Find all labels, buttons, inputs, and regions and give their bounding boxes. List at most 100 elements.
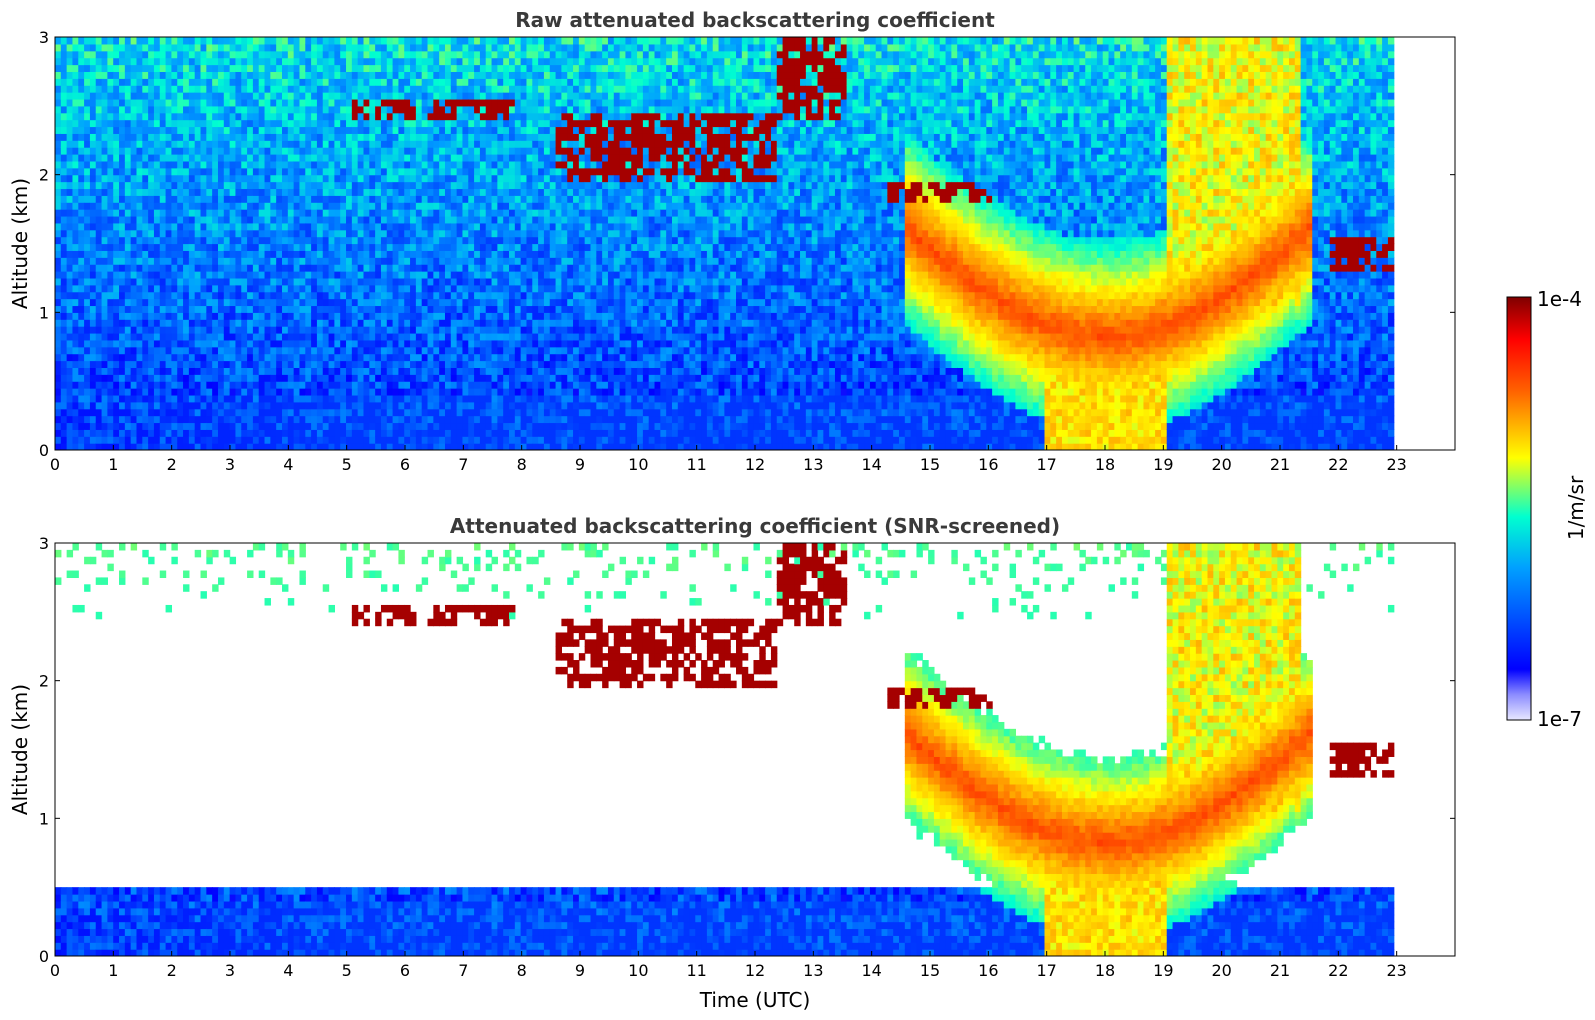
heatmap-cell bbox=[119, 160, 126, 169]
heatmap-cell bbox=[130, 105, 138, 114]
heatmap-cell bbox=[398, 140, 405, 148]
heatmap-cell bbox=[142, 126, 149, 134]
heatmap-cell bbox=[293, 298, 301, 307]
heatmap-cell bbox=[293, 92, 301, 100]
heatmap-cell bbox=[171, 388, 178, 396]
heatmap-cell bbox=[78, 215, 85, 224]
heatmap-cell bbox=[439, 388, 446, 396]
heatmap-cell bbox=[165, 154, 173, 162]
heatmap-cell bbox=[415, 209, 423, 217]
heatmap-cell bbox=[287, 312, 295, 320]
heatmap-cell bbox=[346, 305, 353, 313]
heatmap-cell bbox=[410, 229, 417, 238]
heatmap-cell bbox=[497, 360, 504, 368]
heatmap-cell bbox=[485, 105, 493, 114]
heatmap-cell bbox=[72, 319, 79, 327]
heatmap-cell bbox=[55, 436, 62, 444]
heatmap-cell bbox=[217, 277, 225, 286]
heatmap-cell bbox=[380, 429, 388, 437]
heatmap-cell bbox=[462, 388, 469, 396]
heatmap-cell bbox=[124, 257, 132, 265]
heatmap-cell bbox=[241, 401, 248, 410]
heatmap-cell bbox=[427, 271, 434, 279]
heatmap-cell bbox=[84, 222, 91, 231]
heatmap-cell bbox=[142, 78, 149, 86]
heatmap-cell bbox=[188, 429, 196, 437]
heatmap-cell bbox=[538, 346, 545, 355]
heatmap-cell bbox=[415, 374, 423, 382]
heatmap-cell bbox=[247, 298, 254, 307]
heatmap-cell bbox=[194, 388, 202, 396]
heatmap-cell bbox=[386, 367, 394, 375]
heatmap-cell bbox=[72, 401, 79, 410]
heatmap-cell bbox=[375, 353, 382, 362]
heatmap-cell bbox=[427, 332, 434, 341]
heatmap-cell bbox=[95, 209, 103, 217]
heatmap-cell bbox=[346, 443, 353, 450]
heatmap-cell bbox=[322, 332, 330, 341]
heatmap-cell bbox=[212, 154, 219, 162]
heatmap-cell bbox=[200, 195, 207, 203]
heatmap-cell bbox=[142, 229, 149, 238]
heatmap-cell bbox=[119, 367, 126, 375]
heatmap-cell bbox=[223, 374, 231, 382]
heatmap-cell bbox=[462, 174, 469, 183]
heatmap-cell bbox=[194, 112, 202, 121]
heatmap-cell bbox=[293, 57, 301, 66]
heatmap-cell bbox=[206, 408, 213, 417]
heatmap-cell bbox=[258, 64, 266, 73]
heatmap-cell bbox=[509, 236, 516, 245]
heatmap-cell bbox=[346, 167, 353, 176]
heatmap-cell bbox=[270, 401, 277, 410]
heatmap-cell bbox=[119, 222, 126, 231]
heatmap-cell bbox=[107, 174, 114, 183]
heatmap-cell bbox=[334, 209, 341, 217]
heatmap-cell bbox=[299, 50, 306, 59]
heatmap-cell bbox=[433, 133, 440, 141]
heatmap-cell bbox=[439, 154, 446, 162]
heatmap-cell bbox=[503, 332, 510, 341]
heatmap-cell bbox=[136, 367, 143, 375]
heatmap-cell bbox=[235, 353, 242, 362]
heatmap-cell bbox=[340, 332, 347, 341]
heatmap-cell bbox=[305, 353, 312, 362]
heatmap-cell bbox=[142, 360, 149, 368]
heatmap-cell bbox=[433, 381, 440, 389]
heatmap-cell bbox=[380, 188, 388, 196]
heatmap-cell bbox=[95, 401, 103, 410]
heatmap-cell bbox=[183, 119, 190, 128]
heatmap-cell bbox=[479, 277, 487, 286]
heatmap-cell bbox=[171, 98, 178, 107]
heatmap-cell bbox=[421, 277, 429, 286]
heatmap-cell bbox=[84, 381, 91, 389]
heatmap-cell bbox=[270, 422, 277, 430]
heatmap-cell bbox=[282, 312, 289, 320]
heatmap-cell bbox=[351, 222, 359, 231]
heatmap-cell bbox=[264, 43, 271, 52]
heatmap-cell bbox=[60, 188, 68, 196]
heatmap-cell bbox=[212, 250, 219, 258]
heatmap-cell bbox=[532, 298, 539, 307]
heatmap-cell bbox=[229, 388, 237, 396]
heatmap-cell bbox=[392, 78, 400, 86]
heatmap-cell bbox=[293, 305, 301, 313]
heatmap-cell bbox=[386, 195, 394, 203]
heatmap-cell bbox=[520, 353, 528, 362]
heatmap-cell bbox=[247, 174, 254, 183]
heatmap-cell bbox=[153, 429, 161, 437]
heatmap-cell bbox=[276, 443, 283, 450]
heatmap-cell bbox=[462, 326, 469, 334]
heatmap-cell bbox=[410, 71, 417, 79]
heatmap-cell bbox=[89, 422, 97, 430]
heatmap-cell bbox=[357, 50, 365, 59]
heatmap-cell bbox=[439, 229, 446, 238]
heatmap-cell bbox=[485, 57, 493, 66]
heatmap-cell bbox=[456, 415, 464, 424]
heatmap-cell bbox=[509, 209, 516, 217]
heatmap-cell bbox=[229, 284, 237, 293]
heatmap-cell bbox=[247, 140, 254, 148]
heatmap-cell bbox=[346, 195, 353, 203]
heatmap-cell bbox=[171, 443, 178, 450]
heatmap-cell bbox=[130, 401, 138, 410]
heatmap-cell bbox=[282, 167, 289, 176]
